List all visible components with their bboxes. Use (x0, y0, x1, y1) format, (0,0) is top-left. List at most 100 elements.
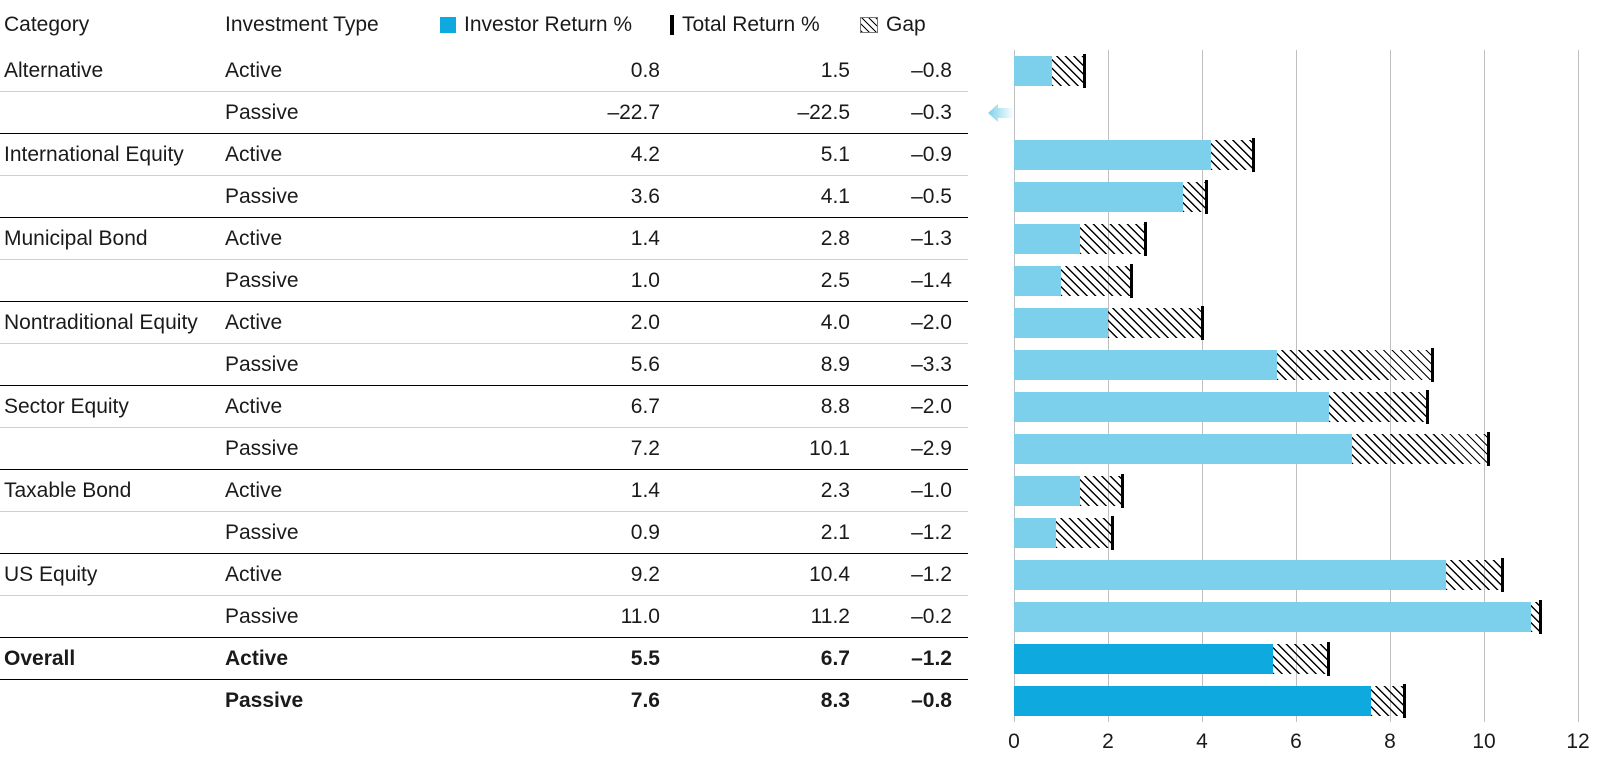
cell-total: 5.1 (670, 143, 860, 167)
total-return-tick (1205, 180, 1208, 214)
total-return-tick (1327, 642, 1330, 676)
cell-investor: 6.7 (440, 395, 670, 419)
cell-investor: 9.2 (440, 563, 670, 587)
total-return-tick (1201, 306, 1204, 340)
cell-total: 11.2 (670, 605, 860, 629)
investor-return-bar (1014, 182, 1183, 212)
total-return-tick (1130, 264, 1133, 298)
cell-gap: 2.0 (860, 395, 960, 419)
cell-investor: 4.2 (440, 143, 670, 167)
investor-return-bar (1014, 350, 1277, 380)
bar-row (1014, 134, 1578, 176)
cell-investor: 1.4 (440, 479, 670, 503)
table-row: Passive11.011.20.2 (0, 596, 968, 638)
cell-gap: 1.2 (860, 563, 960, 587)
cell-category: Municipal Bond (0, 227, 225, 251)
x-axis-label: 10 (1472, 730, 1495, 754)
table-row: US EquityActive9.210.41.2 (0, 554, 968, 596)
cell-type: Passive (225, 605, 440, 629)
cell-investor: 5.5 (440, 647, 670, 671)
cell-total: 22.5 (670, 101, 860, 125)
total-return-tick (1111, 516, 1114, 550)
table-row: Passive5.68.93.3 (0, 344, 968, 386)
cell-category: International Equity (0, 143, 225, 167)
table-row: Taxable BondActive1.42.31.0 (0, 470, 968, 512)
gap-hatch (1052, 56, 1085, 86)
cell-type: Active (225, 311, 440, 335)
table-row: Passive3.64.10.5 (0, 176, 968, 218)
table-row: Passive7.68.30.8 (0, 680, 968, 722)
table-row: Passive0.92.11.2 (0, 512, 968, 554)
legend-investor-swatch (440, 17, 456, 33)
investor-return-bar (1014, 392, 1329, 422)
cell-category: Sector Equity (0, 395, 225, 419)
cell-total: 2.3 (670, 479, 860, 503)
gap-hatch (1273, 644, 1329, 674)
cell-type: Passive (225, 437, 440, 461)
cell-gap: 0.3 (860, 101, 960, 125)
total-return-tick (1144, 222, 1147, 256)
table-row: OverallActive5.56.71.2 (0, 638, 968, 680)
gap-hatch (1183, 182, 1207, 212)
col-category: Category (0, 13, 225, 37)
bar-row (1014, 596, 1578, 638)
investor-return-bar (1014, 308, 1108, 338)
total-return-tick (1083, 54, 1086, 88)
gap-hatch (1211, 140, 1253, 170)
cell-type: Active (225, 59, 440, 83)
table-row: Passive7.210.12.9 (0, 428, 968, 470)
cell-category: Overall (0, 647, 225, 671)
cell-total: 2.1 (670, 521, 860, 545)
gap-hatch (1446, 560, 1502, 590)
table-row: Sector EquityActive6.78.82.0 (0, 386, 968, 428)
gap-hatch (1080, 224, 1146, 254)
cell-total: 1.5 (670, 59, 860, 83)
cell-type: Passive (225, 521, 440, 545)
x-axis-label: 0 (1008, 730, 1020, 754)
cell-investor: 1.4 (440, 227, 670, 251)
cell-type: Active (225, 647, 440, 671)
total-return-tick (1252, 138, 1255, 172)
cell-type: Passive (225, 269, 440, 293)
investor-return-bar (1014, 140, 1211, 170)
total-return-tick (1431, 348, 1434, 382)
x-axis-label: 12 (1566, 730, 1589, 754)
data-table: Category Investment Type Investor Return… (0, 0, 968, 780)
cell-gap: 2.0 (860, 311, 960, 335)
gap-hatch (1061, 266, 1132, 296)
col-gap: Gap (860, 13, 960, 37)
x-axis-label: 2 (1102, 730, 1114, 754)
cell-investor: 3.6 (440, 185, 670, 209)
cell-type: Passive (225, 101, 440, 125)
cell-type: Active (225, 395, 440, 419)
investor-return-bar (1014, 560, 1446, 590)
cell-total: 8.8 (670, 395, 860, 419)
cell-type: Passive (225, 185, 440, 209)
legend-total-tick (670, 15, 674, 35)
cell-total: 2.8 (670, 227, 860, 251)
cell-investor: 1.0 (440, 269, 670, 293)
cell-investor: 0.9 (440, 521, 670, 545)
table-row: Passive22.722.50.3 (0, 92, 968, 134)
gap-hatch (1371, 686, 1404, 716)
cell-investor: 2.0 (440, 311, 670, 335)
cell-gap: 0.9 (860, 143, 960, 167)
cell-total: 2.5 (670, 269, 860, 293)
total-return-tick (1501, 558, 1504, 592)
bar-row (1014, 344, 1578, 386)
cell-investor: 11.0 (440, 605, 670, 629)
cell-gap: 2.9 (860, 437, 960, 461)
gap-hatch (1329, 392, 1428, 422)
cell-gap: 1.4 (860, 269, 960, 293)
col-total: Total Return % (670, 13, 860, 37)
investor-return-bar (1014, 686, 1371, 716)
x-axis-label: 4 (1196, 730, 1208, 754)
col-investor-label: Investor Return % (464, 13, 632, 36)
total-return-tick (1121, 474, 1124, 508)
bar-row (1014, 218, 1578, 260)
cell-gap: 0.8 (860, 689, 960, 713)
investor-return-bar (1014, 644, 1273, 674)
cell-total: 10.1 (670, 437, 860, 461)
total-return-tick (1426, 390, 1429, 424)
bar-row (1014, 470, 1578, 512)
